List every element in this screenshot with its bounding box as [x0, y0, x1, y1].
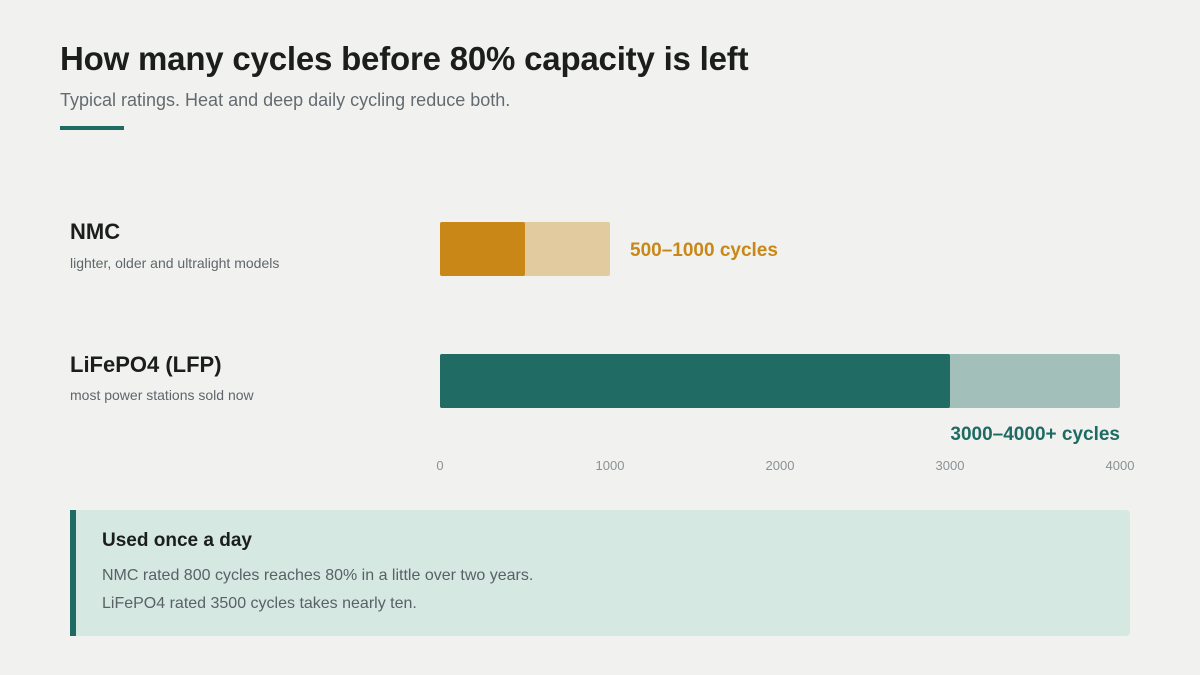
bar-nmc-range-min	[440, 222, 525, 276]
x-tick-label-1000: 1000	[596, 458, 625, 473]
category-label-nmc: NMC	[70, 219, 120, 244]
x-tick-label-4000: 4000	[1106, 458, 1135, 473]
category-description-lfp: most power stations sold now	[70, 387, 255, 403]
chart-title: How many cycles before 80% capacity is l…	[60, 40, 749, 77]
note-line-nmc: NMC rated 800 cycles reaches 80% in a li…	[102, 567, 534, 584]
value-label-lfp: 3000–4000+ cycles	[950, 424, 1120, 445]
chart-subtitle: Typical ratings. Heat and deep daily cyc…	[60, 90, 511, 110]
title-accent-rule	[60, 126, 124, 130]
category-description-nmc: lighter, older and ultralight models	[70, 255, 279, 271]
value-label-nmc: 500–1000 cycles	[630, 240, 778, 261]
daily-use-note: Used once a day NMC rated 800 cycles rea…	[70, 510, 1130, 636]
cycle-life-chart: NMC lighter, older and ultralight models 5…	[70, 219, 1135, 473]
x-tick-label-2000: 2000	[766, 458, 795, 473]
category-label-lfp: LiFePO4 (LFP)	[70, 352, 222, 377]
x-tick-label-3000: 3000	[936, 458, 965, 473]
note-line-lfp: LiFePO4 rated 3500 cycles takes nearly t…	[102, 595, 417, 612]
bar-lfp-range-min	[440, 354, 950, 408]
note-title: Used once a day	[102, 530, 252, 551]
x-tick-label-0: 0	[436, 458, 443, 473]
